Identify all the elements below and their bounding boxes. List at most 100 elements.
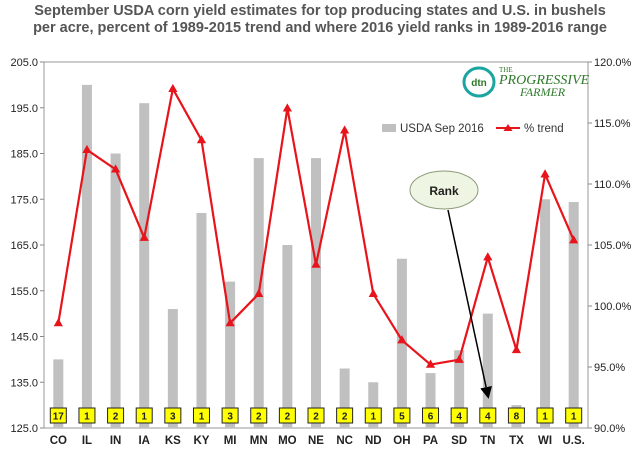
bar-ks [167, 309, 178, 428]
category-label: IA [138, 435, 150, 447]
bar-il [81, 84, 92, 428]
category-label: U.S. [562, 435, 584, 447]
rank-box [450, 407, 468, 424]
bar-us [568, 201, 579, 428]
rank-box [507, 407, 525, 424]
trend-point-ks [168, 83, 178, 93]
rank-value: 2 [313, 412, 319, 423]
left-tick-label: 165.0 [10, 240, 38, 252]
rank-box [422, 407, 440, 424]
rank-value: 1 [141, 412, 147, 423]
category-label: MN [250, 435, 268, 447]
category-label: NE [308, 435, 324, 447]
rank-bubble-label: Rank [429, 184, 459, 198]
rank-arrow [447, 209, 492, 399]
category-label: MO [278, 435, 297, 447]
category-label: OH [393, 435, 410, 447]
rank-box [164, 407, 182, 424]
trend-point-nc [340, 125, 350, 134]
logo-mark: dtn [471, 78, 487, 89]
trend-point-tx [511, 344, 522, 354]
right-tick-label: 120.0% [594, 57, 632, 69]
category-label: NC [336, 435, 353, 447]
trend-point-mi [225, 318, 235, 327]
publisher-logo: dtn THE PROGRESSIVE FARMER [462, 66, 590, 99]
right-tick-label: 110.0% [594, 179, 631, 191]
rank-value: 1 [542, 412, 548, 423]
rank-value: 3 [170, 412, 176, 423]
logo-line2: PROGRESSIVE [498, 73, 590, 88]
legend-marker-triangle [503, 124, 513, 131]
trend-point-oh [397, 335, 407, 344]
category-label: KS [165, 435, 181, 447]
rank-value: 5 [399, 412, 405, 423]
rank-box [78, 407, 96, 424]
bar-ky [196, 212, 207, 428]
rank-box [221, 407, 239, 424]
rank-box [49, 407, 67, 424]
bar-wi [540, 199, 551, 428]
trend-point-in [110, 164, 121, 173]
trend-point-ia [139, 232, 149, 241]
category-label: PA [423, 435, 438, 447]
rank-box [307, 407, 325, 424]
bar-sd [454, 350, 465, 428]
rank-box [536, 407, 554, 424]
bar-in [110, 153, 121, 428]
rank-box [565, 407, 583, 424]
category-label: IN [110, 435, 122, 447]
right-tick-label: 90.0% [594, 423, 625, 435]
rank-bubble [409, 170, 479, 210]
left-tick-label: 125.0 [10, 423, 38, 435]
bar-nd [368, 382, 379, 428]
category-label: IL [82, 435, 92, 447]
left-tick-label: 195.0 [10, 103, 38, 115]
left-tick-label: 155.0 [10, 286, 38, 298]
trend-point-us [569, 235, 579, 244]
left-tick-label: 135.0 [10, 377, 38, 389]
right-tick-label: 100.0% [594, 301, 632, 313]
trend-point-mn [254, 288, 264, 297]
rank-box [479, 407, 497, 424]
bar-co [53, 359, 64, 428]
bar-mo [282, 245, 293, 428]
rank-annotation: Rank [409, 170, 492, 399]
rank-box [135, 407, 153, 424]
rank-value: 3 [227, 412, 233, 423]
trend-point-mo [282, 103, 292, 112]
chart-title: September USDA corn yield estimates for … [33, 3, 607, 36]
left-tick-label: 185.0 [10, 149, 38, 161]
trend-point-ne [311, 259, 321, 268]
left-tick-label: 175.0 [10, 194, 38, 206]
trend-point-pa [425, 359, 436, 368]
trend-point-nd [368, 288, 378, 297]
rank-value: 17 [53, 412, 65, 423]
category-label: TN [480, 435, 495, 447]
bar-oh [396, 258, 407, 428]
trend-point-ky [196, 135, 207, 144]
rank-value: 1 [571, 412, 577, 423]
legend-label-bars: USDA Sep 2016 [400, 123, 484, 135]
rank-box [364, 407, 382, 424]
left-tick-label: 205.0 [10, 57, 38, 69]
rank-value: 1 [84, 412, 90, 423]
right-tick-label: 95.0% [594, 362, 625, 374]
rank-value: 4 [485, 412, 491, 423]
rank-value: 6 [428, 412, 434, 423]
bar-tn [482, 313, 493, 428]
rank-value: 2 [256, 412, 262, 423]
bar-ne [311, 158, 321, 428]
rank-box [336, 407, 354, 424]
rank-value: 2 [342, 412, 348, 423]
category-label: SD [451, 435, 467, 447]
bar-nc [339, 368, 350, 428]
bar-mi [225, 281, 236, 428]
rank-value: 2 [285, 412, 291, 423]
rank-box [250, 407, 268, 424]
rank-value: 4 [456, 412, 462, 423]
trend-point-tn [483, 252, 493, 261]
category-label: TX [509, 435, 524, 447]
trend-point-wi [540, 169, 550, 178]
legend-label-line: % trend [524, 123, 564, 135]
